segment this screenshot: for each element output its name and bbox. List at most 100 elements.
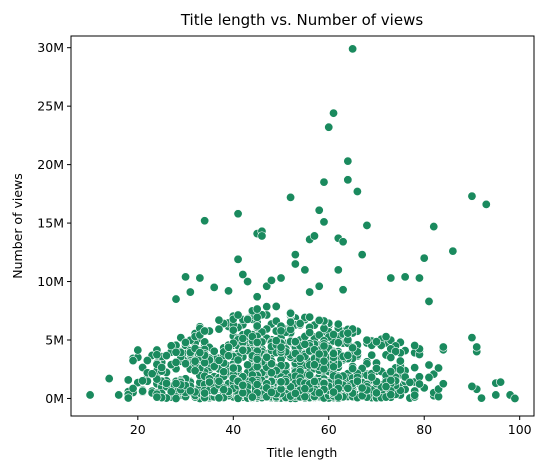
data-point xyxy=(181,338,191,348)
scatter-points xyxy=(85,44,520,403)
data-point xyxy=(348,44,358,54)
data-point xyxy=(381,332,391,342)
x-tick-label: 20 xyxy=(130,422,146,437)
data-point xyxy=(400,272,410,282)
data-point xyxy=(395,365,405,375)
data-point xyxy=(266,368,276,378)
data-point xyxy=(300,384,310,394)
y-tick-label: 10M xyxy=(37,274,64,289)
data-point xyxy=(128,383,138,393)
data-point xyxy=(262,352,272,362)
data-point xyxy=(133,345,143,355)
data-point xyxy=(481,199,491,209)
data-point xyxy=(214,355,224,365)
data-point xyxy=(190,366,200,376)
data-point xyxy=(238,334,248,344)
data-point xyxy=(276,377,286,387)
data-point xyxy=(333,265,343,275)
data-point xyxy=(333,338,343,348)
data-point xyxy=(391,347,401,357)
data-point xyxy=(171,393,181,403)
data-point xyxy=(314,388,324,398)
data-point xyxy=(319,356,329,366)
data-point xyxy=(219,367,229,377)
data-point xyxy=(386,273,396,283)
data-point xyxy=(371,337,381,347)
data-point xyxy=(85,390,95,400)
data-point xyxy=(185,287,195,297)
data-point xyxy=(314,330,324,340)
data-point xyxy=(290,250,300,260)
data-point xyxy=(238,380,248,390)
data-point xyxy=(419,253,429,263)
data-point xyxy=(329,387,339,397)
data-point xyxy=(410,363,420,373)
y-tick-label: 5M xyxy=(45,333,64,348)
data-point xyxy=(233,310,243,320)
data-point xyxy=(414,273,424,283)
data-point xyxy=(343,350,353,360)
data-point xyxy=(166,387,176,397)
data-point xyxy=(276,326,286,336)
data-point xyxy=(424,372,434,382)
data-point xyxy=(171,378,181,388)
data-point xyxy=(214,376,224,386)
data-point xyxy=(314,349,324,359)
data-point xyxy=(386,390,396,400)
y-tick-label: 0M xyxy=(45,391,64,406)
data-point xyxy=(247,392,257,402)
data-point xyxy=(343,383,353,393)
data-point xyxy=(348,364,358,374)
data-point xyxy=(252,292,262,302)
data-point xyxy=(214,393,224,403)
data-point xyxy=(329,349,339,359)
data-point xyxy=(252,354,262,364)
data-point xyxy=(214,324,224,334)
data-point xyxy=(286,308,296,318)
x-tick-label: 60 xyxy=(321,422,337,437)
x-tick-label: 40 xyxy=(225,422,241,437)
data-point xyxy=(314,205,324,215)
data-point xyxy=(343,328,353,338)
data-point xyxy=(228,325,238,335)
data-point xyxy=(161,351,171,361)
data-point xyxy=(286,192,296,202)
data-point xyxy=(362,220,372,230)
data-point xyxy=(290,388,300,398)
data-point xyxy=(209,361,219,371)
data-point xyxy=(243,314,253,324)
data-point xyxy=(305,328,315,338)
data-point xyxy=(371,388,381,398)
data-point xyxy=(357,383,367,393)
data-point xyxy=(319,177,329,187)
data-point xyxy=(252,304,262,314)
data-point xyxy=(314,281,324,291)
data-point xyxy=(233,355,243,365)
data-point xyxy=(434,363,444,373)
data-point xyxy=(319,341,329,351)
data-point xyxy=(329,329,339,339)
data-point xyxy=(252,379,262,389)
data-point xyxy=(305,370,315,380)
data-point xyxy=(147,369,157,379)
data-point xyxy=(309,376,319,386)
data-point xyxy=(224,351,234,361)
data-point xyxy=(252,337,262,347)
data-point xyxy=(262,281,272,291)
data-point xyxy=(424,296,434,306)
data-point xyxy=(190,356,200,366)
data-point xyxy=(467,381,477,391)
data-point xyxy=(252,321,262,331)
data-point xyxy=(238,345,248,355)
data-point xyxy=(114,390,124,400)
data-point xyxy=(410,341,420,351)
data-point xyxy=(410,390,420,400)
y-tick-label: 25M xyxy=(37,99,64,114)
x-axis-ticks: 20 40 60 80 100 xyxy=(130,416,532,437)
data-point xyxy=(266,275,276,285)
data-point xyxy=(300,339,310,349)
data-point xyxy=(476,393,486,403)
data-point xyxy=(472,342,482,352)
data-point xyxy=(438,342,448,352)
data-point xyxy=(266,387,276,397)
